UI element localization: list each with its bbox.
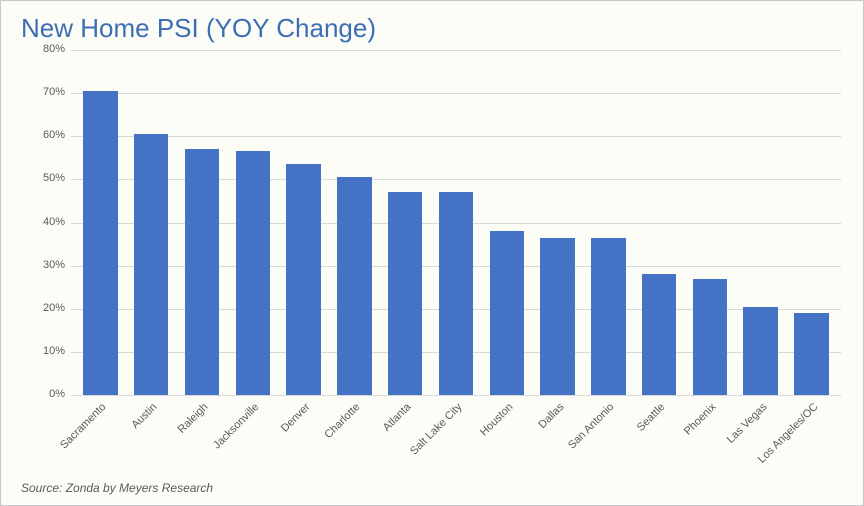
x-axis-label: Austin (130, 401, 160, 431)
x-axis-label: Denver (278, 401, 312, 435)
y-tick-label: 20% (43, 302, 65, 314)
bar-slot (329, 50, 380, 395)
bar-slot (380, 50, 431, 395)
y-tick-label: 10% (43, 345, 65, 357)
y-tick-label: 70% (43, 86, 65, 98)
bar (743, 307, 778, 395)
y-axis: 0%10%20%30%40%50%60%70%80% (21, 50, 71, 395)
bar (337, 177, 372, 395)
bar-slot (177, 50, 228, 395)
y-tick-label: 50% (43, 172, 65, 184)
plot-area: 0%10%20%30%40%50%60%70%80% SacramentoAus… (21, 50, 841, 395)
x-axis-label: Las Vegas (724, 401, 769, 446)
gridline (71, 395, 841, 396)
x-axis-label: Charlotte (323, 401, 363, 441)
bar (540, 238, 575, 395)
bar-slot (126, 50, 177, 395)
bar (185, 149, 220, 395)
bar (693, 279, 728, 395)
bar-slot (431, 50, 482, 395)
bar-slot (685, 50, 736, 395)
bar (388, 192, 423, 395)
bar (134, 134, 169, 395)
bar-slot (278, 50, 329, 395)
bar (591, 238, 626, 395)
y-tick-label: 80% (43, 43, 65, 55)
bar-slot (481, 50, 532, 395)
y-tick-label: 0% (49, 388, 65, 400)
bar (642, 274, 677, 395)
bar-slot (634, 50, 685, 395)
bars-container (71, 50, 841, 395)
bar-slot (75, 50, 126, 395)
x-axis-label: San Antonio (566, 401, 616, 451)
bar-slot (227, 50, 278, 395)
chart-frame: New Home PSI (YOY Change) 0% 10% 20% 30% 40%… (0, 0, 864, 506)
bar (490, 231, 525, 395)
bar (439, 192, 474, 395)
x-axis-label: Seattle (635, 401, 668, 434)
bar (286, 164, 321, 395)
bar-slot (735, 50, 786, 395)
y-tick-label: 60% (43, 129, 65, 141)
chart-title: New Home PSI (YOY Change) (21, 13, 843, 44)
bar-slot (583, 50, 634, 395)
x-axis-label: Raleigh (176, 401, 211, 436)
x-axis-label: Jacksonville (211, 401, 261, 451)
bar-slot (532, 50, 583, 395)
bar (83, 91, 118, 395)
y-tick-label: 30% (43, 259, 65, 271)
bar (236, 151, 271, 395)
bar-slot (786, 50, 837, 395)
x-axis-label: Salt Lake City (408, 401, 464, 457)
x-axis-label: Houston (478, 401, 515, 438)
chart-source: Source: Zonda by Meyers Research (21, 481, 213, 495)
x-axis-label: Phoenix (682, 401, 719, 438)
x-axis-label: Dallas (536, 401, 566, 431)
x-axis-label: Atlanta (381, 401, 414, 434)
y-tick-label: 40% (43, 216, 65, 228)
x-axis-label: Sacramento (58, 401, 108, 451)
bar (794, 313, 829, 395)
